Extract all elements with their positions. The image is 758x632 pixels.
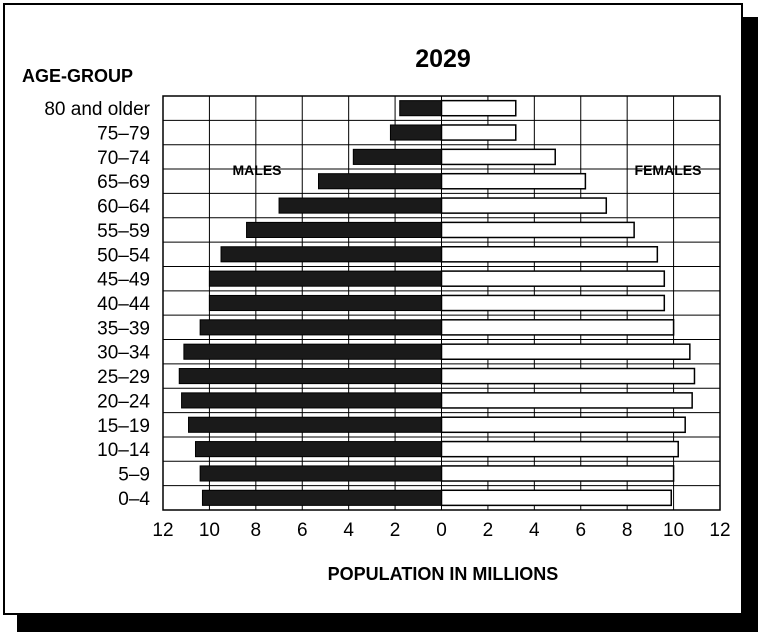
y-tick-label: 45–49	[97, 270, 150, 291]
bar-female-16	[440, 489, 673, 507]
bar-male-3	[317, 173, 442, 190]
bar-male-5	[246, 221, 442, 238]
x-tick-label: 8	[251, 520, 262, 541]
plot-area: 80 and older 75–79 70–74 65–69 60–64 55–59 50–…	[44, 95, 731, 541]
bar-male-10	[183, 343, 442, 360]
bar-female-11	[440, 367, 696, 385]
bar-female-10	[440, 343, 691, 361]
bar-male-7	[208, 270, 442, 287]
bar-male-15	[199, 465, 442, 482]
x-tick-label: 0	[436, 520, 447, 541]
y-tick-label: 25–29	[97, 367, 150, 388]
bar-female-1	[440, 124, 517, 141]
x-tick-label: 8	[622, 520, 633, 541]
y-tick-label: 35–39	[97, 318, 150, 339]
bar-male-0	[399, 100, 443, 117]
y-tick-label: 55–59	[97, 221, 150, 242]
y-tick-label: 30–34	[97, 343, 150, 364]
x-tick-label: 4	[343, 520, 354, 541]
bar-female-15	[440, 465, 675, 482]
bar-male-4	[278, 197, 442, 214]
y-tick-label: 70–74	[97, 148, 150, 169]
y-tick-label: 80 and older	[44, 99, 150, 120]
bar-female-4	[440, 197, 608, 214]
y-tick-label: 65–69	[97, 172, 150, 193]
females-label: FEMALES	[635, 162, 702, 178]
bar-female-8	[440, 294, 666, 312]
y-axis-title: AGE-GROUP	[22, 66, 133, 86]
males-label: MALES	[233, 162, 282, 178]
plot-border	[162, 95, 721, 511]
bar-male-11	[178, 368, 443, 385]
y-tick-label: 50–54	[97, 245, 150, 266]
bar-female-3	[440, 172, 587, 190]
x-tick-label: 6	[297, 520, 308, 541]
bar-female-7	[440, 270, 666, 287]
x-tick-label: 4	[529, 520, 540, 541]
bar-male-16	[201, 489, 442, 506]
y-tick-label: 10–14	[97, 440, 150, 461]
bar-female-14	[440, 440, 679, 458]
chart-title: 2029	[415, 45, 471, 73]
bar-female-12	[440, 392, 693, 409]
x-tick-label: 10	[663, 520, 684, 541]
bar-male-13	[188, 416, 442, 433]
x-tick-label: 6	[575, 520, 586, 541]
bar-male-12	[181, 392, 442, 409]
bar-female-5	[440, 221, 635, 239]
x-tick-label: 2	[483, 520, 494, 541]
y-tick-label: 75–79	[97, 124, 150, 145]
bar-male-8	[208, 294, 442, 312]
bar-male-2	[352, 148, 442, 165]
bar-male-9	[199, 319, 442, 336]
bar-female-9	[440, 319, 675, 336]
bar-male-14	[194, 441, 442, 458]
x-axis-title: POPULATION IN MILLIONS	[328, 564, 559, 584]
y-tick-label: 40–44	[97, 294, 150, 315]
bar-female-13	[440, 416, 686, 434]
x-tick-label: 2	[390, 520, 401, 541]
y-tick-label: 15–19	[97, 416, 150, 437]
x-tick-label: 12	[152, 520, 173, 541]
bar-female-2	[440, 148, 556, 166]
bar-male-1	[389, 124, 443, 141]
y-tick-label: 60–64	[97, 197, 150, 218]
y-tick-label: 5–9	[118, 464, 150, 485]
y-tick-label: 20–24	[97, 391, 150, 412]
x-tick-label: 12	[709, 520, 730, 541]
y-tick-label: 0–4	[118, 489, 150, 510]
x-tick-label: 10	[199, 520, 220, 541]
bar-female-0	[440, 99, 517, 117]
bar-female-6	[440, 245, 659, 263]
bar-male-6	[220, 246, 442, 263]
